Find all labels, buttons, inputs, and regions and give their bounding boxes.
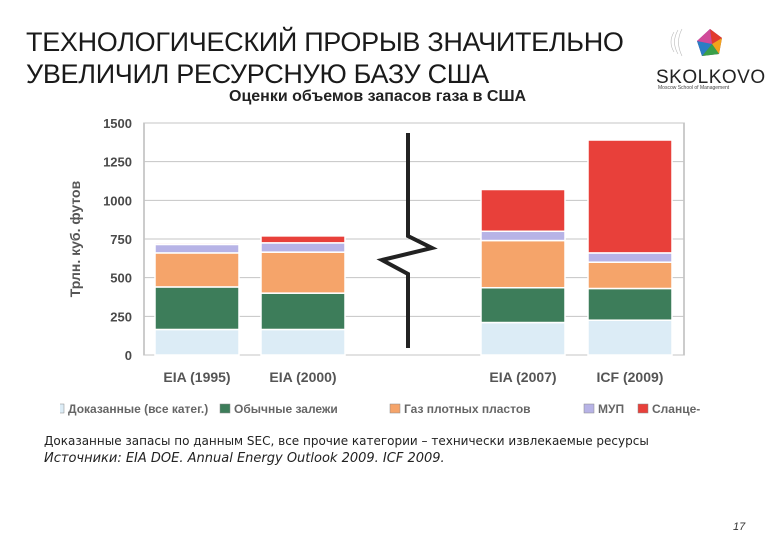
legend-label: Газ плотных пластов: [404, 402, 531, 416]
bar-segment: [154, 242, 240, 246]
footnote: Доказанные запасы по данным SEC, все про…: [44, 434, 649, 448]
y-tick-label: 500: [110, 271, 132, 286]
y-tick-label: 1000: [103, 193, 132, 208]
bar-segment: [154, 252, 240, 288]
logo-tagline: Moscow School of Management: [658, 85, 730, 91]
slide-title-line1: ТЕХНОЛОГИЧЕСКИЙ ПРОРЫВ ЗНАЧИТЕЛЬНО: [26, 27, 624, 57]
legend-swatch: [637, 403, 649, 414]
bar-segment: [260, 328, 346, 356]
bar-segment: [260, 292, 346, 331]
legend-swatch: [60, 403, 65, 414]
bar-segment: [587, 261, 673, 290]
bar-segment: [587, 252, 673, 263]
bar-segment: [480, 188, 566, 233]
legend-label: Обычные залежи: [234, 402, 338, 416]
legend-label: Доказанные (все катег.): [68, 402, 208, 416]
bar-segment: [480, 239, 566, 289]
bar-segment: [480, 321, 566, 356]
x-tick-label: ICF (2009): [597, 369, 664, 385]
bar-segment: [260, 235, 346, 244]
legend-swatch: [389, 403, 401, 414]
bar-segment: [154, 328, 240, 356]
bar-segment: [587, 287, 673, 321]
y-tick-label: 750: [110, 232, 132, 247]
bar-segment: [587, 319, 673, 356]
bar-segment: [260, 251, 346, 294]
bar-segment: [480, 230, 566, 242]
x-tick-label: EIA (2000): [269, 369, 336, 385]
legend-swatch: [583, 403, 595, 414]
skolkovo-logo-icon: [670, 28, 722, 57]
y-tick-label: 1500: [103, 116, 132, 131]
page-number: 17: [733, 521, 746, 533]
bar-segment: [154, 286, 240, 331]
legend-swatch: [219, 403, 231, 414]
bar-segment: [480, 286, 566, 324]
y-axis-label: Трлн. куб. футов: [67, 180, 83, 297]
source-line: Источники: EIA DOE. Annual Energy Outloo…: [44, 451, 445, 466]
y-tick-label: 250: [110, 309, 132, 324]
slide-title-line2: УВЕЛИЧИЛ РЕСУРСНУЮ БАЗУ США: [26, 59, 489, 89]
legend-label: Сланце-: [652, 402, 700, 416]
bar-segment: [154, 243, 240, 254]
chart-title: Оценки объемов запасов газа в США: [229, 88, 527, 105]
axis-break-symbol: [376, 133, 438, 348]
gas-reserves-chart: 0 250 500 750 1000 1250 1500 Трлн. куб. футов EI…: [60, 116, 700, 416]
slide-title: ТЕХНОЛОГИЧЕСКИЙ ПРОРЫВ ЗНАЧИТЕЛЬНО УВЕЛИ…: [26, 26, 624, 90]
bar-segment: [587, 139, 673, 254]
y-tick-label: 0: [125, 348, 132, 363]
x-tick-label: EIA (2007): [489, 369, 556, 385]
y-tick-label: 1250: [103, 155, 132, 170]
x-tick-label: EIA (1995): [163, 369, 230, 385]
legend-label: МУП: [598, 402, 624, 416]
bar-segment: [260, 242, 346, 253]
logo-wordmark: SKOLKOVO: [656, 67, 766, 88]
